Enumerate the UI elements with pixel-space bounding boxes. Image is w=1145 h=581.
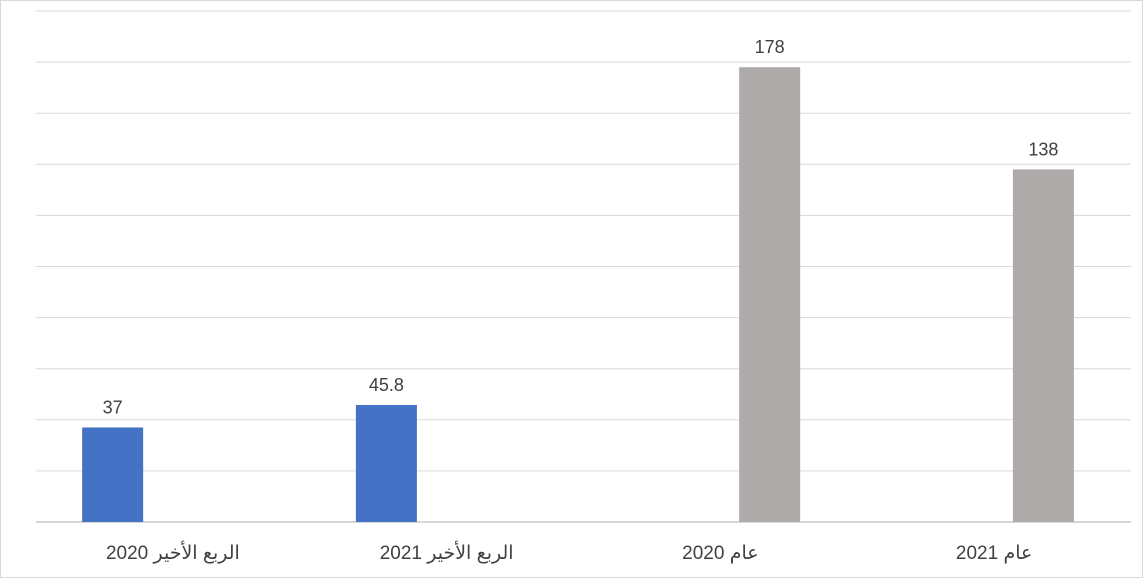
x-tick-label: الربع الأخير 2021 xyxy=(380,541,514,564)
bar xyxy=(82,427,144,522)
bars xyxy=(82,67,1074,523)
bar xyxy=(739,67,801,523)
data-label: 178 xyxy=(755,37,785,57)
bar xyxy=(1012,169,1074,522)
data-label: 138 xyxy=(1028,139,1058,159)
x-tick-label: عام 2021 xyxy=(956,543,1032,564)
data-labels: 37 45.8 178 138 xyxy=(103,37,1059,417)
gridlines xyxy=(36,10,1131,523)
data-label: 45.8 xyxy=(369,375,404,395)
x-tick-label: عام 2020 xyxy=(682,543,758,564)
data-label: 37 xyxy=(103,397,123,417)
bar xyxy=(355,404,417,522)
x-tick-label: الربع الأخير 2020 xyxy=(106,541,240,564)
x-axis-tick-labels: الربع الأخير 2020 الربع الأخير 2021 عام 20… xyxy=(106,541,1032,564)
